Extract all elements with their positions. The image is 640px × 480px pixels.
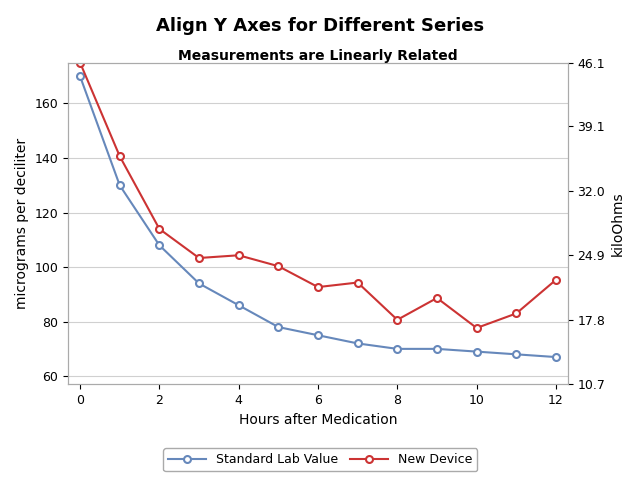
Standard Lab Value — [433, 346, 441, 352]
Standard Lab Value — [394, 346, 401, 352]
Standard Lab Value — [473, 349, 481, 355]
New Device — [394, 317, 401, 323]
Standard Lab Value — [156, 242, 163, 248]
New Device — [235, 252, 243, 258]
New Device — [275, 264, 282, 269]
New Device — [195, 255, 203, 261]
New Device — [513, 311, 520, 316]
Text: Align Y Axes for Different Series: Align Y Axes for Different Series — [156, 17, 484, 35]
Standard Lab Value — [314, 332, 322, 338]
New Device — [314, 284, 322, 290]
New Device — [116, 153, 124, 159]
Title: Measurements are Linearly Related: Measurements are Linearly Related — [178, 48, 458, 62]
New Device — [433, 295, 441, 301]
Legend: Standard Lab Value, New Device: Standard Lab Value, New Device — [163, 448, 477, 471]
X-axis label: Hours after Medication: Hours after Medication — [239, 413, 397, 427]
Line: Standard Lab Value: Standard Lab Value — [77, 73, 559, 360]
Standard Lab Value — [195, 281, 203, 287]
New Device — [552, 277, 560, 283]
New Device — [473, 325, 481, 331]
Standard Lab Value — [116, 182, 124, 188]
Standard Lab Value — [513, 351, 520, 357]
Standard Lab Value — [76, 73, 84, 79]
Standard Lab Value — [354, 340, 362, 346]
Standard Lab Value — [235, 302, 243, 308]
Y-axis label: micrograms per deciliter: micrograms per deciliter — [15, 138, 29, 309]
Standard Lab Value — [552, 354, 560, 360]
Line: New Device: New Device — [77, 59, 559, 332]
Standard Lab Value — [275, 324, 282, 330]
Y-axis label: kiloOhms: kiloOhms — [611, 191, 625, 256]
New Device — [354, 280, 362, 286]
New Device — [76, 60, 84, 65]
New Device — [156, 226, 163, 232]
